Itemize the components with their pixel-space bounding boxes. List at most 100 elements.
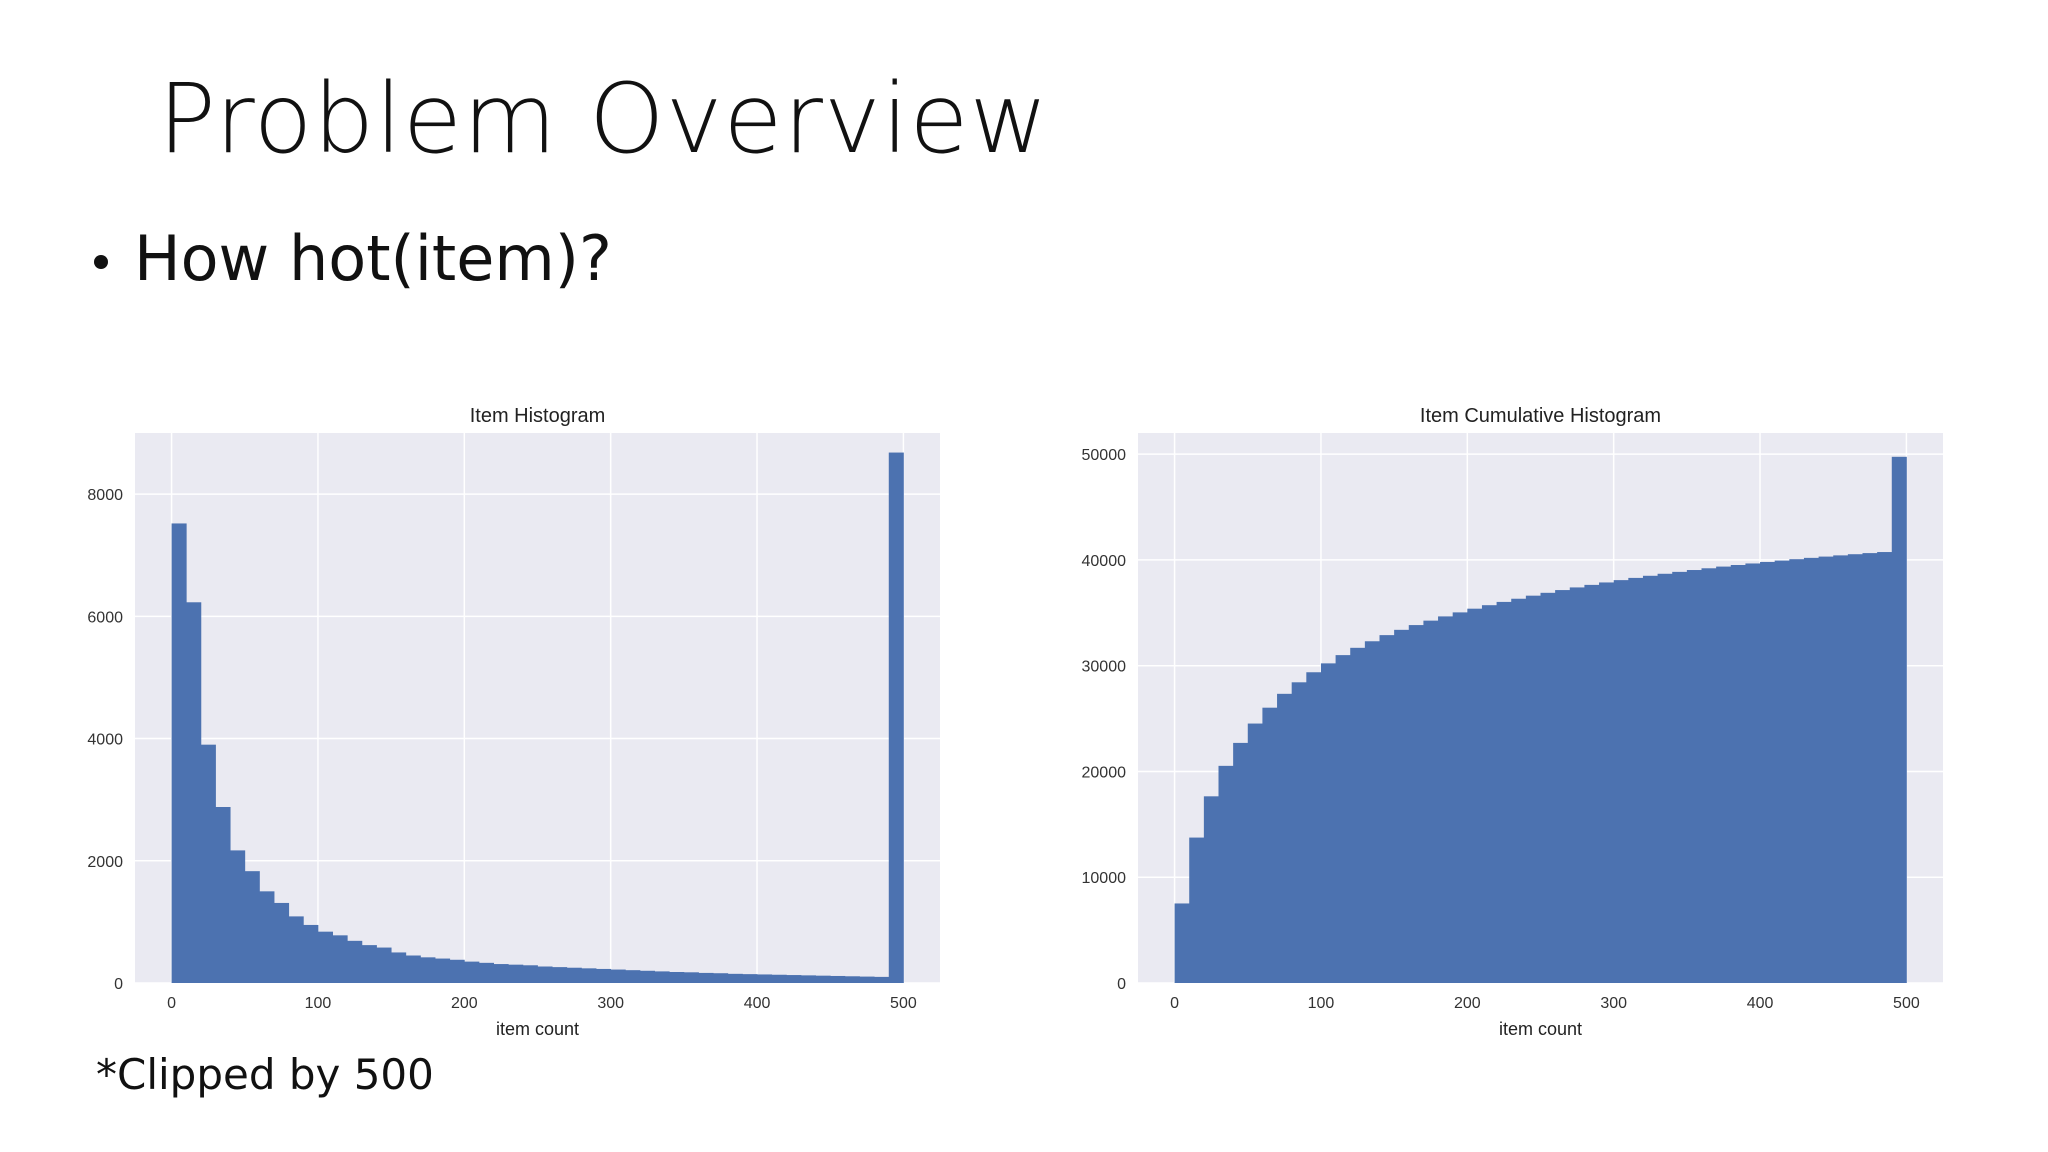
bar xyxy=(230,850,246,983)
x-tick-label: 400 xyxy=(1747,995,1774,1012)
bar xyxy=(1423,620,1439,983)
bar xyxy=(508,964,524,983)
chart-title: Item Histogram xyxy=(470,405,606,427)
bar xyxy=(288,916,304,983)
y-tick-label: 30000 xyxy=(1082,659,1127,676)
bar xyxy=(303,924,319,983)
bar xyxy=(1262,707,1278,983)
bar xyxy=(1364,641,1380,983)
bar xyxy=(435,958,451,983)
bar xyxy=(1320,663,1336,983)
bar xyxy=(522,965,538,983)
bar xyxy=(405,955,421,983)
bar xyxy=(1569,587,1585,983)
bar xyxy=(1686,570,1702,983)
y-tick-label: 0 xyxy=(1117,976,1126,993)
bar xyxy=(742,974,758,983)
x-tick-label: 400 xyxy=(744,995,771,1012)
bar xyxy=(449,959,465,983)
bar xyxy=(654,971,670,983)
y-tick-label: 40000 xyxy=(1082,553,1127,570)
bar xyxy=(1394,629,1410,983)
bar xyxy=(1891,456,1907,983)
bar xyxy=(566,967,582,983)
bar xyxy=(244,871,260,983)
bar xyxy=(596,968,612,983)
x-tick-label: 100 xyxy=(1308,995,1335,1012)
bar xyxy=(1408,625,1424,983)
x-tick-label: 200 xyxy=(1454,995,1481,1012)
y-tick-label: 6000 xyxy=(87,609,123,626)
x-axis-label: item count xyxy=(496,1019,579,1039)
x-tick-label: 500 xyxy=(890,995,917,1012)
bar xyxy=(786,975,802,983)
bar xyxy=(1218,765,1234,983)
bar xyxy=(1657,573,1673,983)
bar xyxy=(1306,672,1322,983)
bar xyxy=(683,972,699,983)
bar xyxy=(1189,837,1205,983)
bar xyxy=(874,976,890,983)
bar xyxy=(1760,561,1776,983)
footnote: *Clipped by 500 xyxy=(96,1050,434,1099)
bar xyxy=(478,962,494,983)
chart-2: 0 100 200 300 400 500 0 10000 20000 30000 40000 500… xyxy=(1082,405,1943,1039)
bar xyxy=(1730,565,1746,983)
x-tick-label: 0 xyxy=(167,995,176,1012)
y-tick-label: 2000 xyxy=(87,854,123,871)
y-tick-label: 50000 xyxy=(1082,447,1127,464)
y-tick-label: 4000 xyxy=(87,732,123,749)
bar xyxy=(1438,616,1454,983)
bar xyxy=(200,744,216,983)
bar xyxy=(1291,682,1307,983)
x-axis-label: item count xyxy=(1499,1019,1582,1039)
bar xyxy=(1481,605,1497,983)
y-tick-label: 0 xyxy=(114,976,123,993)
bar xyxy=(830,975,846,983)
x-tick-label: 200 xyxy=(451,995,478,1012)
bar xyxy=(391,952,407,983)
bar xyxy=(1525,595,1541,983)
bar xyxy=(1540,592,1556,983)
bar xyxy=(1862,553,1878,983)
x-tick-label: 100 xyxy=(305,995,332,1012)
bar xyxy=(274,902,290,983)
bar xyxy=(1803,557,1819,983)
x-tick-label: 300 xyxy=(1600,995,1627,1012)
bar xyxy=(713,973,729,983)
bullet-dot-icon xyxy=(94,255,108,270)
bullet-text: How hot(item)? xyxy=(134,222,612,295)
bar xyxy=(317,931,333,983)
y-tick-label: 10000 xyxy=(1082,870,1127,887)
bar xyxy=(844,976,860,983)
bar xyxy=(1496,601,1512,983)
bar xyxy=(1584,584,1600,983)
bar xyxy=(1774,560,1790,983)
bar xyxy=(171,523,187,983)
bar xyxy=(800,975,816,983)
y-tick-label: 20000 xyxy=(1082,764,1127,781)
slide-title: Problem Overview xyxy=(158,63,1049,175)
bar xyxy=(552,967,568,983)
bar xyxy=(1203,796,1219,983)
x-tick-label: 0 xyxy=(1170,995,1179,1012)
bar xyxy=(815,975,831,983)
bar xyxy=(361,945,377,983)
bar xyxy=(215,807,231,983)
bar xyxy=(537,966,553,983)
bar xyxy=(1467,608,1483,983)
bar xyxy=(347,940,363,983)
bar xyxy=(1335,655,1351,983)
x-tick-label: 300 xyxy=(597,995,624,1012)
chart-title: Item Cumulative Histogram xyxy=(1420,405,1661,427)
bar xyxy=(1555,590,1571,983)
bar xyxy=(1701,568,1717,983)
bar xyxy=(332,935,348,983)
bar xyxy=(1277,693,1293,983)
y-tick-label: 8000 xyxy=(87,487,123,504)
bar xyxy=(669,972,685,983)
bar xyxy=(1672,571,1688,983)
bar xyxy=(888,452,904,983)
bar xyxy=(259,891,275,983)
